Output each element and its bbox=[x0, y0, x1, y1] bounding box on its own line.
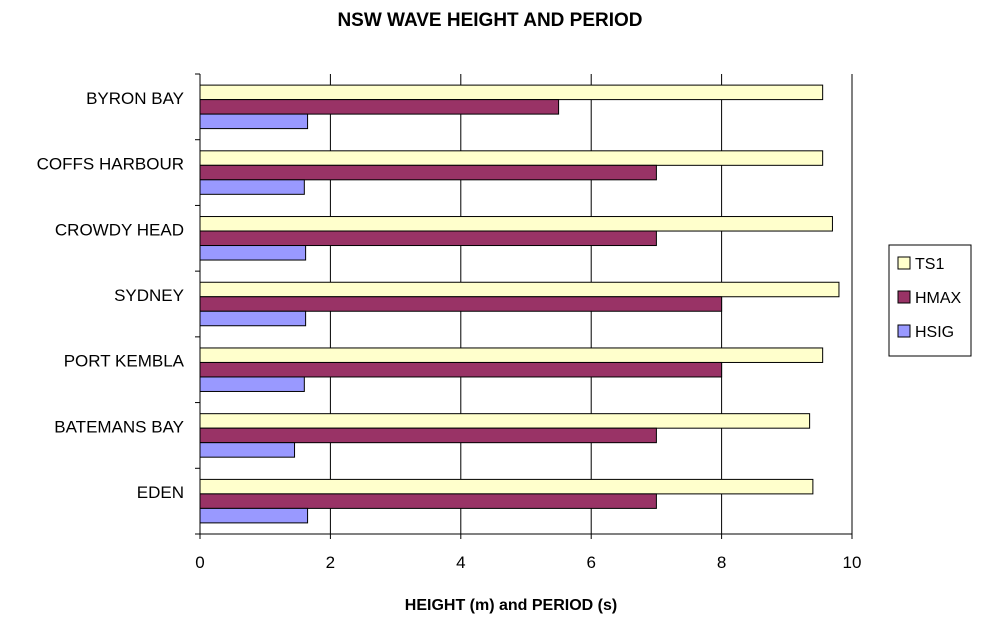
legend: TS1 HMAX HSIG bbox=[888, 244, 972, 357]
category-label: COFFS HARBOUR bbox=[37, 155, 184, 174]
category-label: BYRON BAY bbox=[86, 89, 184, 108]
category-label: PORT KEMBLA bbox=[64, 352, 185, 371]
bar-ts1 bbox=[199, 478, 814, 495]
x-tick-label: 0 bbox=[195, 553, 204, 572]
bar-hsig bbox=[199, 376, 305, 392]
bar-ts1 bbox=[199, 413, 811, 429]
category-label: SYDNEY bbox=[114, 286, 184, 305]
bar-hmax bbox=[199, 230, 657, 247]
legend-swatch-ts1 bbox=[897, 256, 911, 270]
bar-hsig bbox=[199, 442, 296, 458]
bar-ts1 bbox=[199, 150, 824, 166]
bar-hsig bbox=[199, 113, 309, 130]
bar-hsig bbox=[199, 245, 307, 261]
legend-label: TS1 bbox=[915, 256, 944, 273]
legend-label: HSIG bbox=[915, 324, 954, 341]
bar-hsig bbox=[199, 179, 305, 195]
x-tick-label: 10 bbox=[843, 553, 862, 572]
category-label: BATEMANS BAY bbox=[54, 417, 184, 436]
category-label: EDEN bbox=[137, 483, 184, 502]
bar-hmax bbox=[199, 361, 723, 378]
legend-swatch-hsig bbox=[897, 324, 911, 338]
category-label: CROWDY HEAD bbox=[55, 220, 184, 239]
category-labels: BYRON BAY COFFS HARBOUR CROWDY HEAD SYDNEY P… bbox=[37, 89, 185, 502]
bar-hmax bbox=[199, 427, 657, 444]
bar-hmax bbox=[199, 164, 657, 181]
x-tick-label: 2 bbox=[326, 553, 335, 572]
legend-label: HMAX bbox=[915, 290, 962, 307]
x-tick-label: 8 bbox=[717, 553, 726, 572]
bar-ts1 bbox=[199, 347, 824, 363]
x-tick-labels: 0 2 4 6 8 10 bbox=[195, 553, 861, 572]
x-axis-title: HEIGHT (m) and PERIOD (s) bbox=[405, 597, 617, 614]
x-tick-label: 6 bbox=[586, 553, 595, 572]
bar-hsig bbox=[199, 507, 309, 524]
x-tick-label: 4 bbox=[456, 553, 465, 572]
bar-ts1 bbox=[199, 84, 824, 101]
bars bbox=[199, 84, 840, 524]
bar-hmax bbox=[199, 493, 657, 509]
bar-ts1 bbox=[199, 216, 833, 232]
bar-hsig bbox=[199, 310, 307, 327]
bar-hmax bbox=[199, 296, 723, 312]
legend-swatch-hmax bbox=[897, 290, 911, 304]
chart-title: NSW WAVE HEIGHT AND PERIOD bbox=[337, 10, 642, 31]
bar-hmax bbox=[199, 99, 560, 115]
bar-ts1 bbox=[199, 281, 840, 298]
